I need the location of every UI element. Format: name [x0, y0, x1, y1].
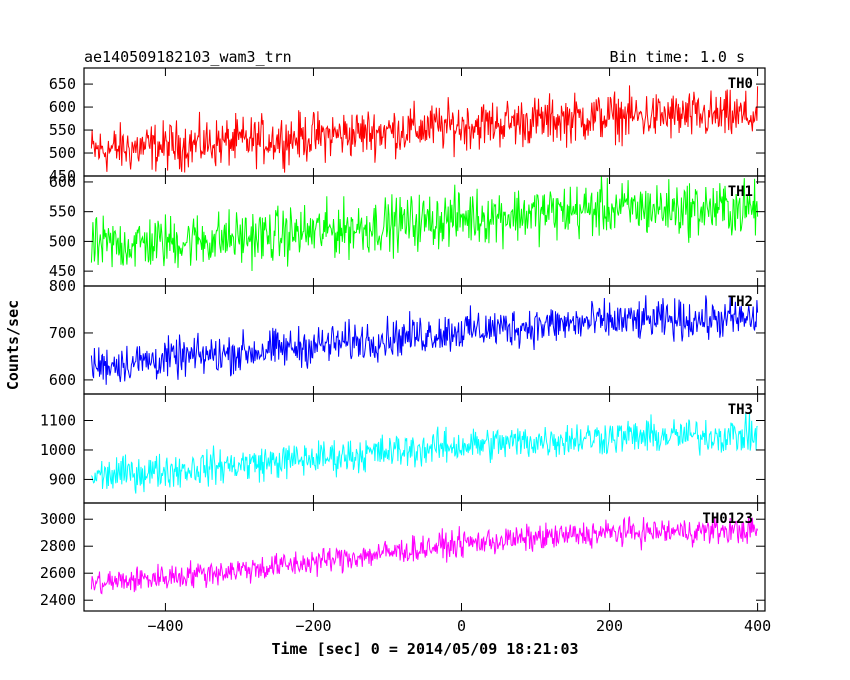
panel-th2: 600 700 800 TH2: [49, 277, 766, 395]
panel-th0123: 2400 2600 2800 3000 TH0123: [40, 502, 766, 612]
panel-label-th0123: TH0123: [702, 511, 753, 527]
panel-th3: 900 1000 1100 TH3: [40, 393, 766, 504]
y-tick-label: 900: [49, 470, 76, 488]
y-tick-label: 2600: [40, 564, 76, 582]
panel-th0: 450 500 550 600 650 TH0: [49, 67, 766, 185]
y-tick-label: 550: [49, 203, 76, 221]
panel-label-th1: TH1: [728, 184, 753, 200]
y-axis-label: Counts/sec: [4, 300, 22, 390]
x-tick-label: 0: [457, 617, 466, 635]
panels-group: 450 500 550 600 650 TH0 450 500 550 600 TH1 600 700 8…: [40, 67, 766, 612]
panel-th1: 450 500 550 600 TH1: [49, 173, 766, 287]
y-tick-label: 700: [49, 324, 76, 342]
bin-time-label: Bin time: 1.0 s: [610, 48, 745, 66]
y-tick-label: 650: [49, 75, 76, 93]
series-line-th1: [90, 176, 759, 272]
panel-label-th2: TH2: [728, 294, 753, 310]
series-line-th3: [90, 412, 758, 494]
x-tick-label: 200: [596, 617, 623, 635]
y-tick-label: 500: [49, 144, 76, 162]
panel-label-th3: TH3: [728, 402, 753, 418]
panel-frame: [83, 502, 766, 612]
series-line-th2: [90, 295, 759, 385]
y-tick-label: 1100: [40, 412, 76, 430]
y-tick-label: 550: [49, 121, 76, 139]
y-tick-label: 3000: [40, 510, 76, 528]
y-tick-label: 2400: [40, 591, 76, 609]
y-tick-label: 450: [49, 262, 76, 280]
y-tick-label: 600: [49, 371, 76, 389]
x-tick-label: 400: [744, 617, 771, 635]
y-tick-label: 1000: [40, 441, 76, 459]
x-axis: −400 −200 0 200 400: [147, 617, 771, 635]
x-tick-label: −200: [295, 617, 331, 635]
y-tick-label: 450: [49, 167, 76, 185]
y-tick-label: 600: [49, 98, 76, 116]
y-tick-label: 800: [49, 277, 76, 295]
chart-title: ae140509182103_wam3_trn: [84, 48, 292, 66]
y-tick-label: 600: [49, 173, 76, 191]
y-tick-label: 500: [49, 232, 76, 250]
series-line-th0123: [90, 516, 759, 595]
panel-label-th0: TH0: [728, 76, 753, 92]
series-line-th0: [90, 85, 759, 173]
x-tick-label: −400: [147, 617, 183, 635]
x-axis-label: Time [sec] 0 = 2014/05/09 18:21:03: [271, 640, 578, 658]
y-tick-label: 2800: [40, 537, 76, 555]
